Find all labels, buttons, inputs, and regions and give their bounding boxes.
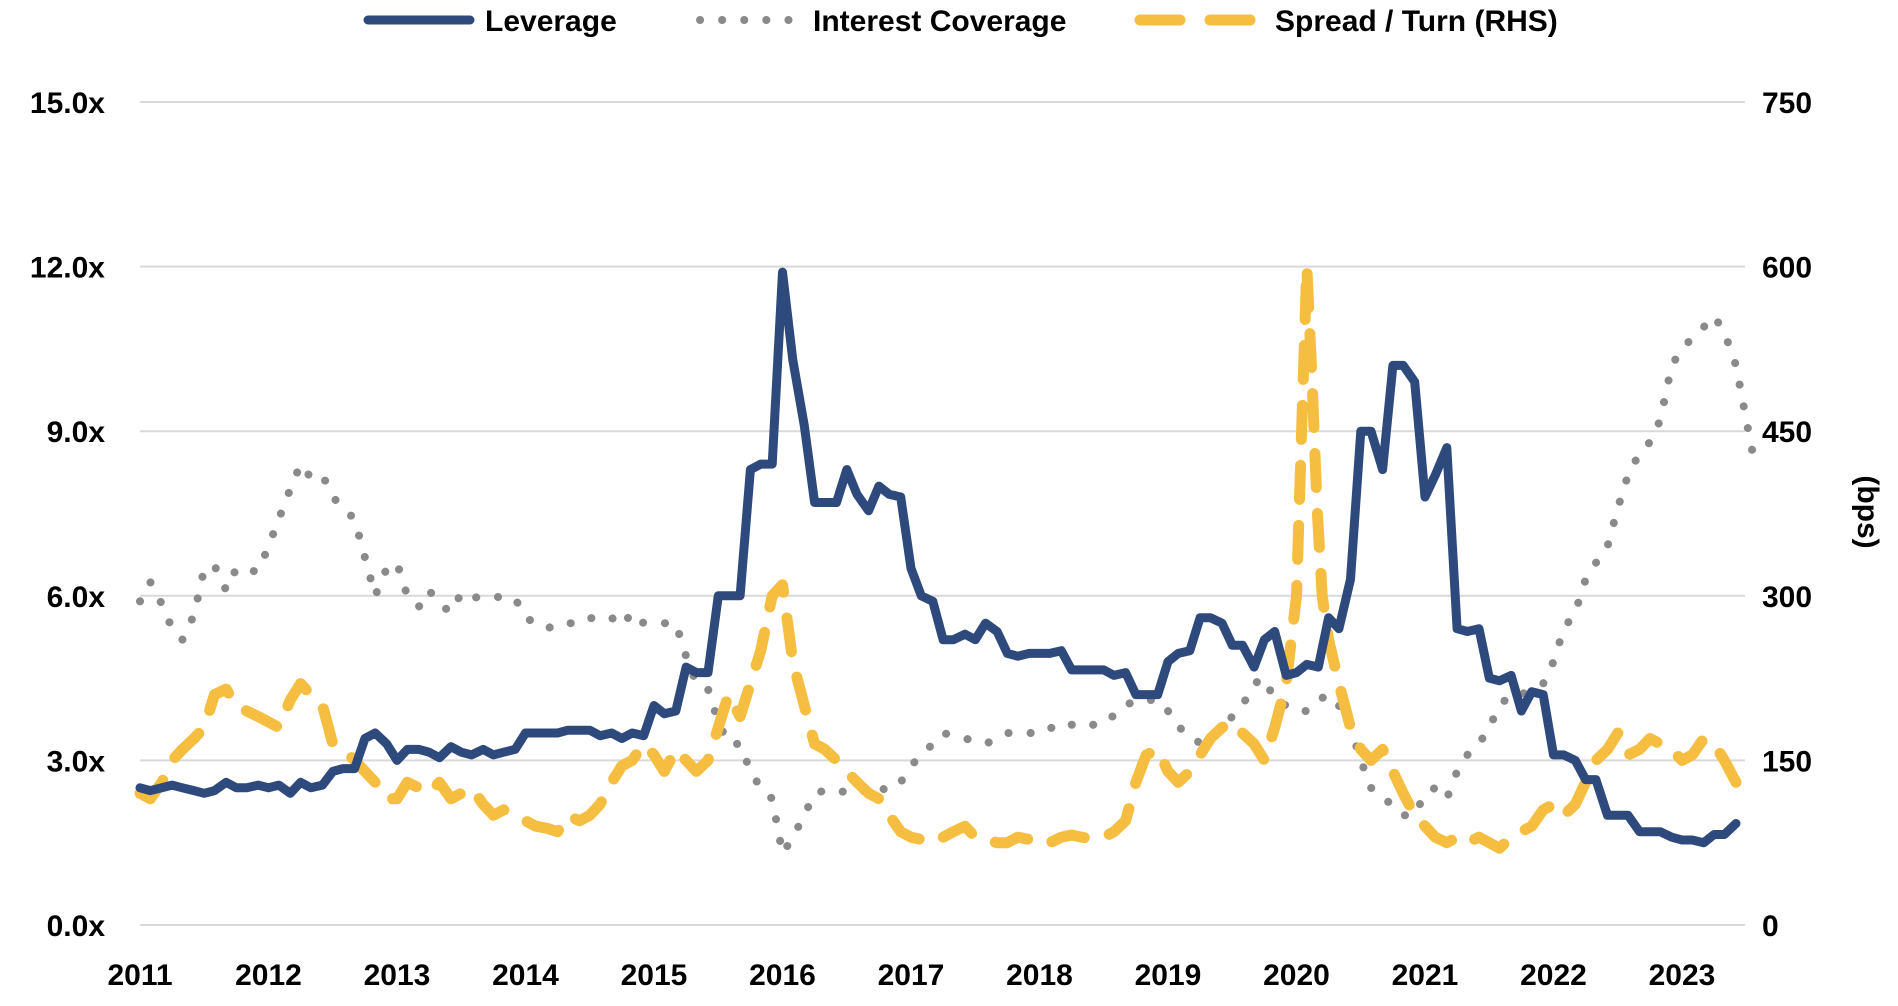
series-line-leverage xyxy=(135,267,1741,848)
right-tick-label: 750 xyxy=(1762,87,1812,120)
right-tick-label: 300 xyxy=(1762,581,1812,614)
right-tick-label: 600 xyxy=(1762,252,1812,285)
left-tick-label: 0.0x xyxy=(47,910,106,943)
right-axis-title: (bps) xyxy=(1851,475,1884,548)
legend-label: Leverage xyxy=(485,5,617,38)
left-tick-label: 6.0x xyxy=(47,581,106,614)
x-tick-label: 2011 xyxy=(107,959,172,992)
right-tick-label: 150 xyxy=(1762,745,1812,778)
series-line-spread-turn-rhs xyxy=(134,261,1742,854)
gridlines xyxy=(140,101,1745,926)
x-tick-label: 2018 xyxy=(1006,959,1073,992)
x-tick-label: 2013 xyxy=(364,959,431,992)
left-tick-label: 3.0x xyxy=(47,745,106,778)
x-tick-label: 2014 xyxy=(492,959,559,992)
right-tick-label: 450 xyxy=(1762,416,1812,449)
x-tick-label: 2017 xyxy=(878,959,945,992)
x-tick-label: 2021 xyxy=(1392,959,1459,992)
right-axis-ticks: 0 150 300 450 600 750 xyxy=(1762,87,1812,943)
series-layer xyxy=(134,261,1757,858)
series-line-interest-coverage xyxy=(136,312,1757,858)
legend: Leverage Interest Coverage Spread / Turn (… xyxy=(363,5,1558,38)
left-axis-ticks: 0.0x 3.0x 6.0x 9.0x 12.0x 15.0x xyxy=(30,87,105,943)
x-tick-label: 2012 xyxy=(235,959,302,992)
x-tick-label: 2019 xyxy=(1135,959,1202,992)
legend-label: Interest Coverage xyxy=(813,5,1066,38)
x-axis-ticks: 2011 2012 2013 2014 2015 2016 2017 2018 2019 2020… xyxy=(107,959,1715,992)
x-tick-label: 2022 xyxy=(1520,959,1587,992)
x-tick-label: 2023 xyxy=(1649,959,1716,992)
x-tick-label: 2020 xyxy=(1263,959,1330,992)
left-tick-label: 9.0x xyxy=(47,416,106,449)
right-tick-label: 0 xyxy=(1762,910,1779,943)
x-tick-label: 2016 xyxy=(749,959,816,992)
legend-label: Spread / Turn (RHS) xyxy=(1275,5,1558,38)
x-tick-label: 2015 xyxy=(621,959,688,992)
left-tick-label: 12.0x xyxy=(30,252,105,285)
left-tick-label: 15.0x xyxy=(30,87,105,120)
